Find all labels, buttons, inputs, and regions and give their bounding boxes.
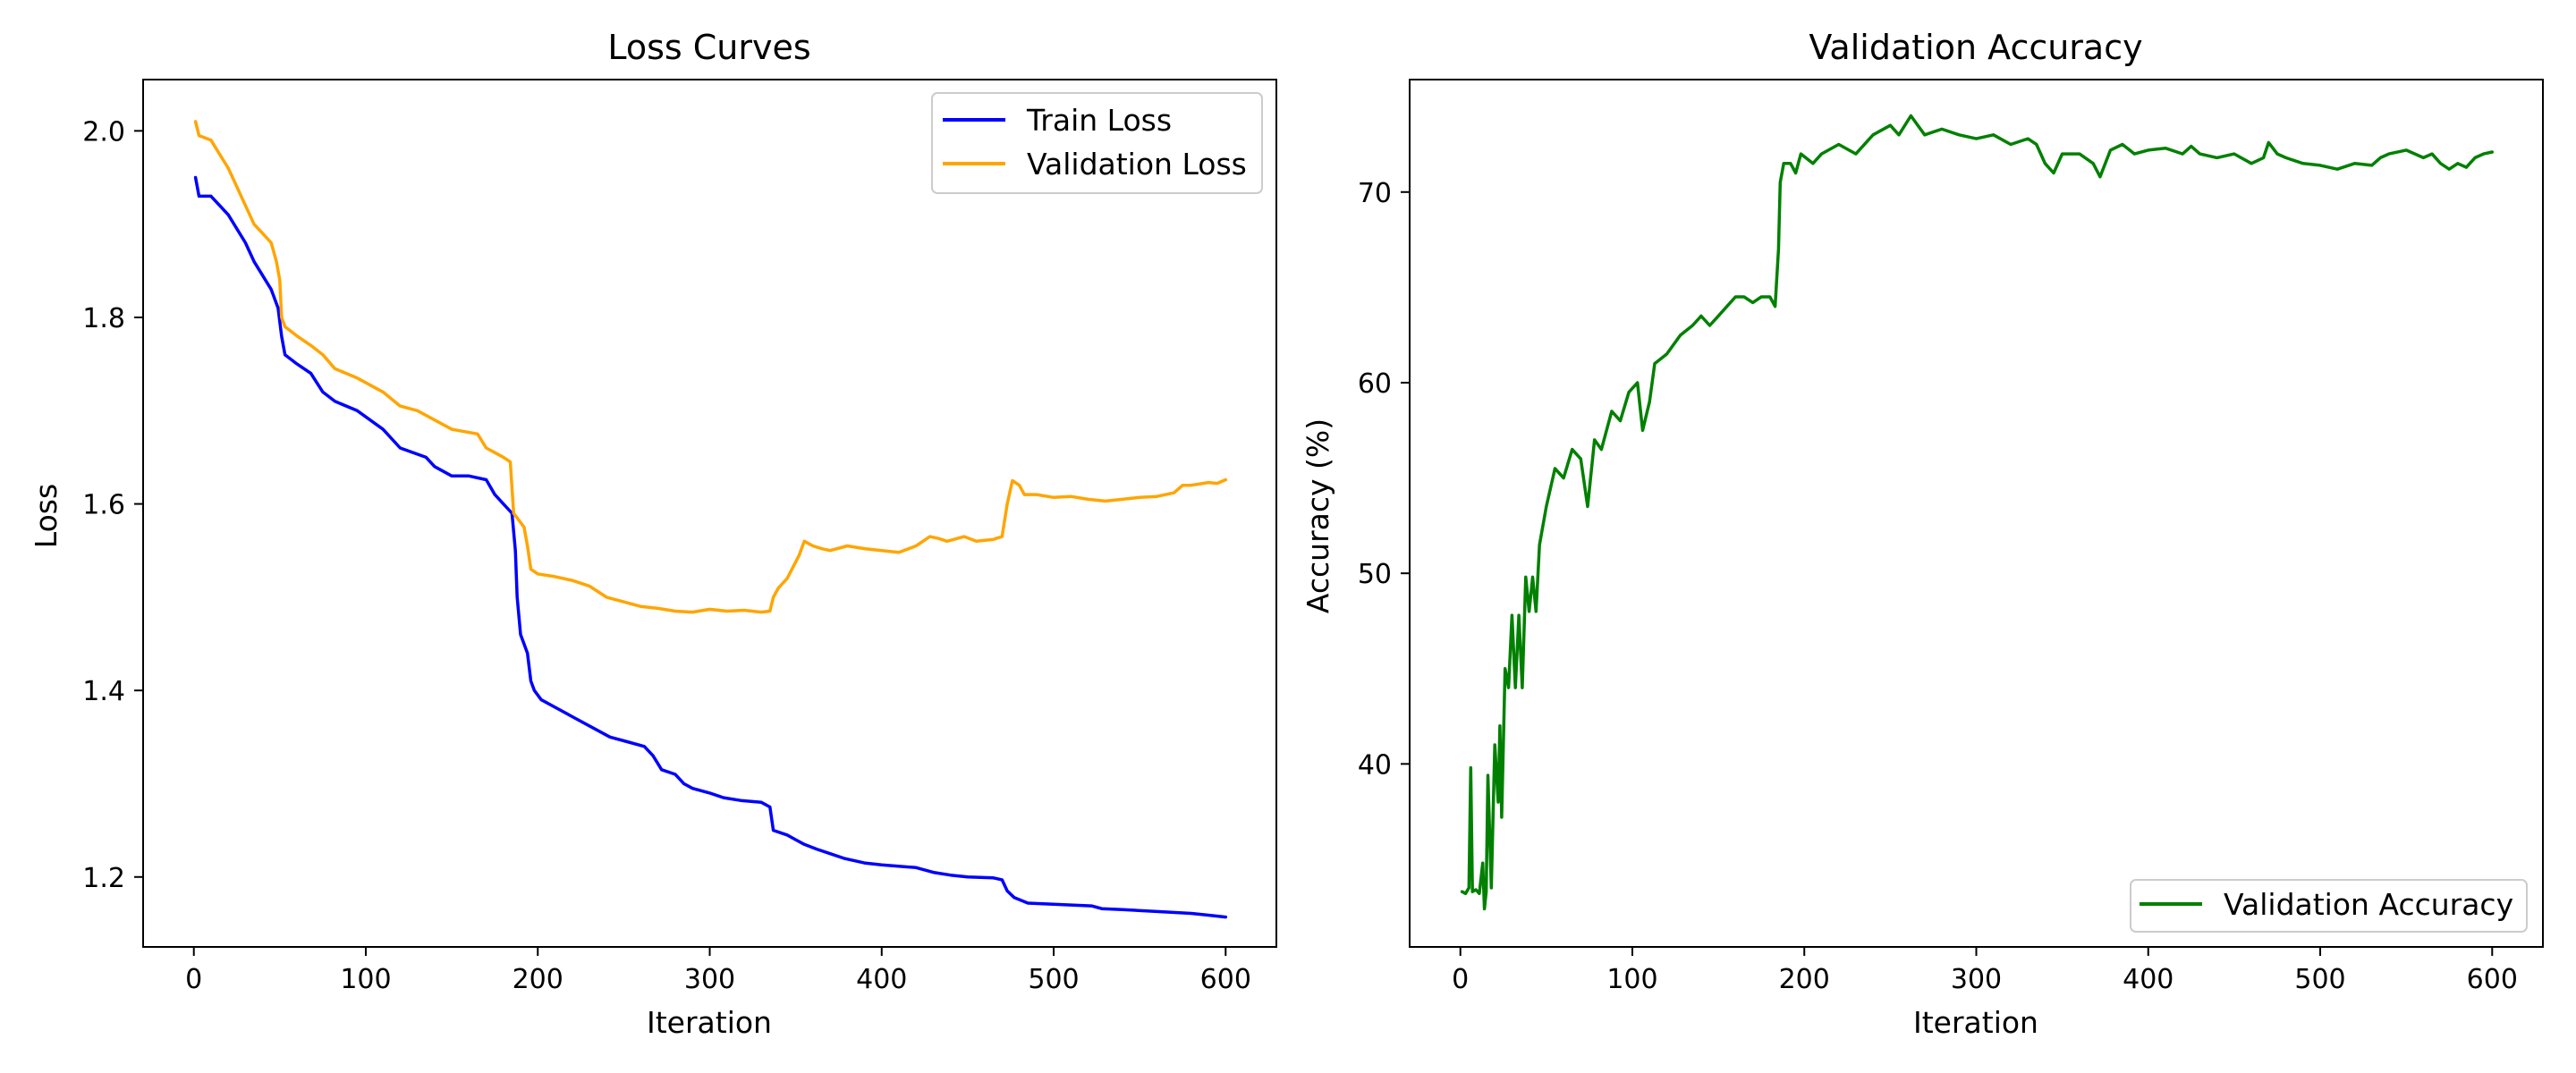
accuracy-x-tick-label: 100 [1606,964,1657,995]
accuracy-x-axis-label: Iteration [1913,1005,2038,1040]
loss-y-tick-label: 1.6 [82,490,125,521]
accuracy-x-tick-label: 400 [2123,964,2174,995]
validation-accuracy-line [1460,114,2495,911]
loss-chart-title: Loss Curves [607,28,810,67]
accuracy-y-tick-label: 50 [1358,559,1392,590]
loss-y-axis-label: Loss [29,484,64,548]
accuracy-y-tick-label: 70 [1358,178,1392,209]
accuracy-legend: Validation Accuracy [2130,879,2528,933]
loss-x-tick-label: 600 [1200,964,1251,995]
accuracy-x-tick-label: 300 [1951,964,2002,995]
validation-loss-legend-label: Validation Loss [1027,147,1247,182]
loss-legend-box [931,92,1263,194]
train-loss-line [193,175,1228,919]
loss-x-tick-label: 200 [513,964,564,995]
accuracy-x-tick-label: 500 [2294,964,2345,995]
accuracy-x-tick-label: 200 [1779,964,1830,995]
validation-accuracy-panel: Validation Accuracy Iteration Accuracy (… [1301,28,2544,1040]
accuracy-x-tick-label: 600 [2467,964,2518,995]
train-loss-legend-label: Train Loss [1026,103,1172,138]
loss-x-tick-label: 400 [856,964,907,995]
accuracy-x-tick-label: 0 [1452,964,1469,995]
loss-y-tick-label: 1.8 [82,303,125,334]
accuracy-chart-title: Validation Accuracy [1809,28,2142,67]
validation-accuracy-legend-label: Validation Accuracy [2224,887,2513,922]
loss-x-axis-label: Iteration [647,1005,772,1040]
loss-plot-area: 0 100 200 300 400 500 600 1.2 1.4 1.6 1.8 2.0 [82,79,1277,995]
validation-loss-line [193,120,1228,614]
loss-y-tick-label: 1.4 [82,676,125,707]
accuracy-y-tick-label: 40 [1358,749,1392,781]
loss-y-tick-label: 1.2 [82,863,125,894]
loss-y-tick-label: 2.0 [82,116,125,148]
accuracy-legend-box [2130,879,2528,933]
loss-curves-panel: Loss Curves Iteration Loss 0 100 200 300 400… [29,28,1277,1040]
accuracy-y-axis-label: Accuracy (%) [1301,418,1335,613]
accuracy-plot-area: 0 100 200 300 400 500 600 40 50 60 70 [1358,79,2544,995]
loss-x-tick-label: 0 [185,964,202,995]
accuracy-y-tick-label: 60 [1358,368,1392,400]
loss-x-tick-label: 100 [340,964,391,995]
loss-x-tick-label: 300 [684,964,735,995]
loss-legend: Train Loss Validation Loss [931,92,1263,194]
loss-x-tick-label: 500 [1028,964,1079,995]
